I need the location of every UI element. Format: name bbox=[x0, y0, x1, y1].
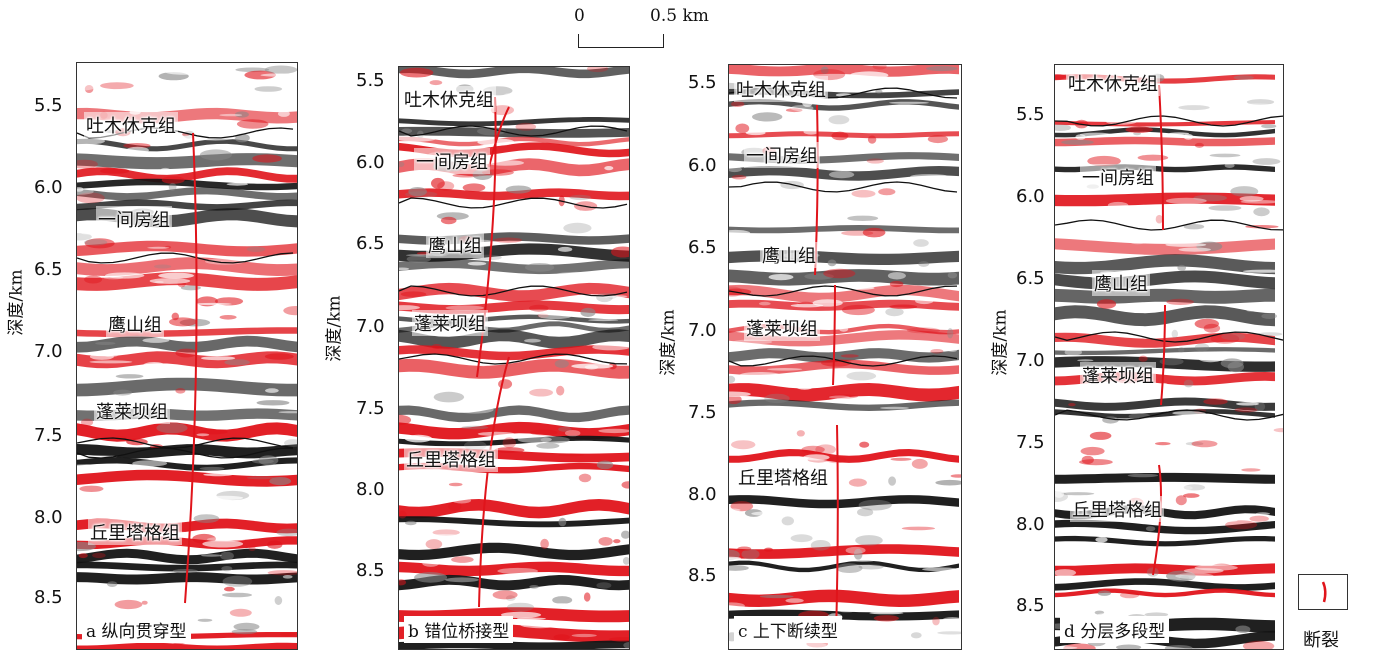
tick-label: 7.5 bbox=[1016, 432, 1045, 453]
scale-bar-line bbox=[578, 34, 664, 48]
formation-label: 鹰山组 bbox=[1092, 270, 1150, 296]
seismic-section bbox=[76, 62, 298, 650]
seismic-image bbox=[399, 67, 629, 649]
horizon-line bbox=[399, 353, 628, 365]
fault-line bbox=[488, 106, 510, 168]
tick-label: 8.5 bbox=[34, 587, 63, 608]
fault-line bbox=[835, 424, 839, 636]
tick-label: 5.5 bbox=[1016, 104, 1045, 125]
seismic-image bbox=[729, 65, 961, 649]
tick-label: 8.0 bbox=[34, 507, 63, 528]
tick-label: 7.0 bbox=[34, 341, 63, 362]
tick-label: 7.5 bbox=[34, 425, 63, 446]
tick-label: 5.5 bbox=[688, 72, 717, 93]
y-axis-label: 深度/km bbox=[658, 309, 679, 376]
horizon-line bbox=[77, 437, 294, 449]
horizon-line bbox=[729, 355, 958, 367]
formation-label: 一间房组 bbox=[1080, 164, 1156, 190]
panel-caption: d 分层多段型 bbox=[1060, 616, 1170, 643]
y-axis-label: 深度/km bbox=[324, 295, 345, 362]
fault-legend-box bbox=[1298, 574, 1348, 610]
formation-label: 一间房组 bbox=[744, 142, 820, 168]
tick-label: 6.5 bbox=[688, 237, 717, 258]
scale-bar-end: 0.5 km bbox=[650, 6, 709, 26]
tick-label: 7.5 bbox=[356, 398, 385, 419]
y-axis-label: 深度/km bbox=[6, 269, 27, 336]
tick-label: 5.5 bbox=[34, 95, 63, 116]
horizon-line bbox=[1055, 331, 1283, 343]
tick-label: 7.5 bbox=[688, 402, 717, 423]
seismic-section bbox=[1054, 64, 1284, 650]
horizon-line bbox=[399, 285, 628, 297]
horizon-line bbox=[1055, 115, 1283, 127]
formation-label: 吐木休克组 bbox=[734, 76, 828, 102]
horizon-line bbox=[729, 181, 958, 193]
formation-label: 丘里塔格组 bbox=[1070, 496, 1164, 522]
tick-label: 6.5 bbox=[356, 233, 385, 254]
tick-label: 7.0 bbox=[356, 316, 385, 337]
fault-line bbox=[1160, 304, 1166, 406]
tick-label: 7.0 bbox=[1016, 350, 1045, 371]
horizon-line bbox=[729, 285, 958, 297]
formation-label: 蓬莱坝组 bbox=[744, 315, 820, 341]
panel-caption: b 错位桥接型 bbox=[404, 616, 514, 643]
horizon-line bbox=[77, 252, 294, 264]
tick-label: 6.0 bbox=[688, 155, 717, 176]
tick-label: 6.5 bbox=[1016, 268, 1045, 289]
fault-legend-label: 断裂 bbox=[1303, 630, 1339, 651]
seismic-image bbox=[1055, 65, 1283, 649]
fault-legend-icon bbox=[1321, 581, 1327, 603]
formation-label: 吐木休克组 bbox=[402, 86, 496, 112]
formation-label: 吐木休克组 bbox=[84, 112, 178, 138]
tick-label: 8.0 bbox=[1016, 514, 1045, 535]
panel-caption: c 上下断续型 bbox=[734, 616, 842, 643]
formation-label: 鹰山组 bbox=[760, 242, 818, 268]
tick-label: 6.0 bbox=[34, 177, 63, 198]
horizon-line bbox=[399, 197, 628, 209]
formation-label: 一间房组 bbox=[96, 206, 172, 232]
panel-caption: a 纵向贯穿型 bbox=[82, 616, 191, 643]
scale-bar: 0 0.5 km bbox=[560, 6, 730, 48]
fault-line bbox=[832, 284, 836, 386]
formation-label: 鹰山组 bbox=[106, 311, 164, 337]
formation-label: 丘里塔格组 bbox=[88, 519, 182, 545]
formation-label: 鹰山组 bbox=[426, 232, 484, 258]
tick-label: 7.0 bbox=[688, 320, 717, 341]
horizon-line bbox=[1055, 219, 1283, 231]
formation-label: 蓬莱坝组 bbox=[1080, 362, 1156, 388]
horizon-line bbox=[1055, 409, 1283, 421]
formation-label: 蓬莱坝组 bbox=[94, 398, 170, 424]
tick-label: 8.0 bbox=[356, 479, 385, 500]
horizon-line bbox=[399, 125, 628, 137]
formation-label: 丘里塔格组 bbox=[404, 446, 498, 472]
tick-label: 8.5 bbox=[1016, 595, 1045, 616]
tick-label: 6.0 bbox=[356, 152, 385, 173]
tick-label: 6.0 bbox=[1016, 186, 1045, 207]
horizon-line bbox=[77, 447, 294, 459]
formation-label: 一间房组 bbox=[414, 148, 490, 174]
tick-label: 8.5 bbox=[356, 560, 385, 581]
y-axis-label: 深度/km bbox=[990, 309, 1011, 376]
scale-bar-start: 0 bbox=[574, 6, 585, 26]
tick-label: 8.0 bbox=[688, 484, 717, 505]
seismic-image bbox=[77, 63, 297, 649]
fault-line bbox=[1158, 84, 1164, 231]
formation-label: 吐木休克组 bbox=[1066, 70, 1160, 96]
tick-label: 8.5 bbox=[688, 565, 717, 586]
tick-label: 6.5 bbox=[34, 259, 63, 280]
fault-line bbox=[184, 132, 198, 604]
tick-label: 5.5 bbox=[356, 70, 385, 91]
formation-label: 丘里塔格组 bbox=[736, 464, 830, 490]
formation-label: 蓬莱坝组 bbox=[412, 310, 488, 336]
fault-line bbox=[476, 96, 497, 378]
